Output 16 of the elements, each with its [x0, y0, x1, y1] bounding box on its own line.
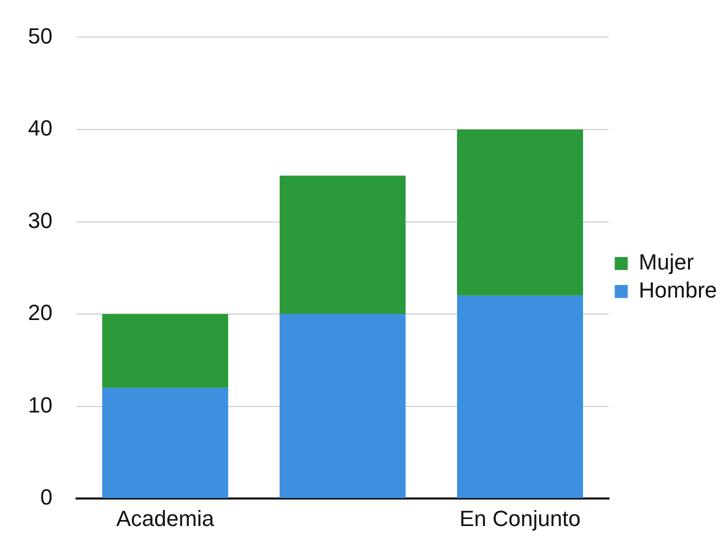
x-tick-label: Academia — [116, 506, 215, 531]
bar — [457, 129, 584, 296]
y-tick-label: 30 — [28, 208, 52, 233]
y-tick-label: 50 — [28, 23, 52, 48]
x-tick-label: En Conjunto — [459, 506, 581, 531]
y-tick-label: 20 — [28, 300, 52, 326]
bar — [280, 176, 406, 314]
bar — [102, 388, 228, 498]
bar — [280, 314, 406, 498]
bar — [457, 296, 584, 498]
y-tick-label: 0 — [40, 484, 52, 510]
legend-label: Mujer — [638, 250, 694, 275]
bar — [102, 314, 228, 388]
y-tick-label: 40 — [28, 116, 52, 141]
y-tick-label: 10 — [28, 392, 52, 418]
legend-label: Hombre — [638, 278, 718, 303]
